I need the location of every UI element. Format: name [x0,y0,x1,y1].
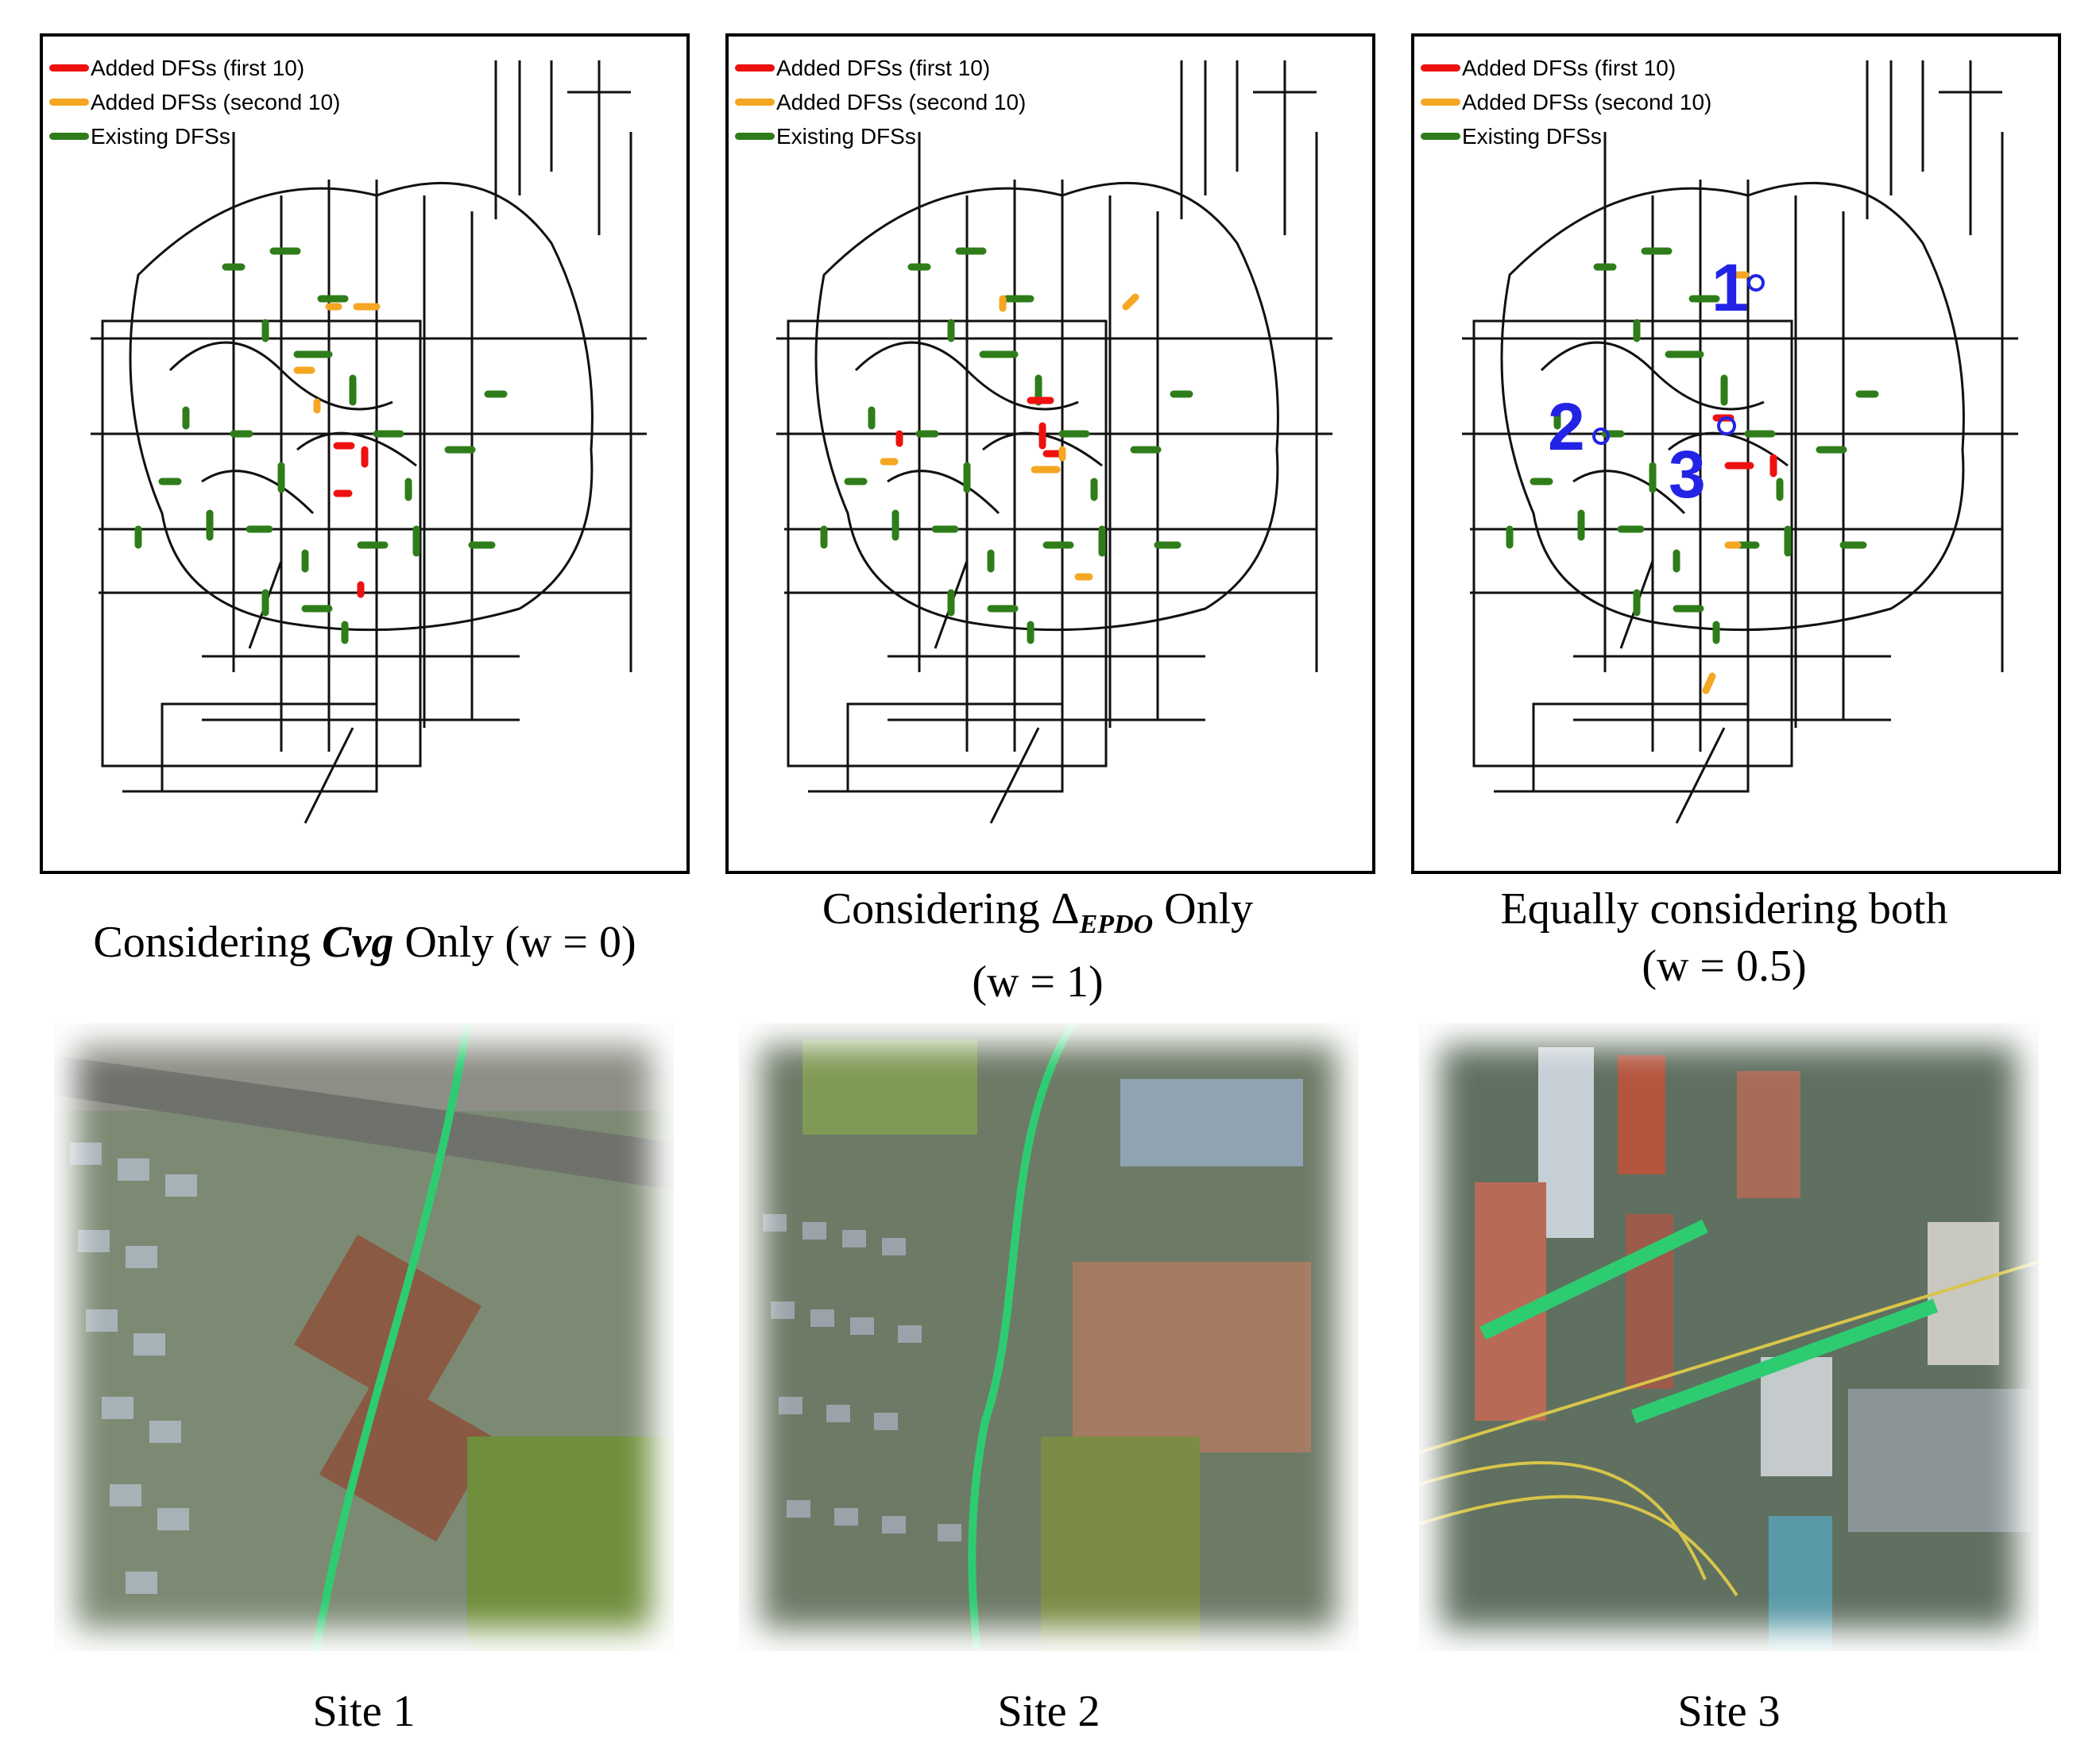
existing-dfs-segments [134,247,508,644]
legend-swatch-existing [49,133,89,140]
legend-swatch-existing [735,133,775,140]
map-legend: Added DFSs (first 10) Added DFSs (second… [735,51,1026,153]
caption-2-weight: (w = 1) [972,957,1104,1007]
map-panel-epdo-only: Added DFSs (first 10) Added DFSs (second… [725,33,1375,874]
road-network-map [91,60,647,824]
caption-2-prefix: Considering Δ [822,884,1080,934]
caption-equal-weight: Equally considering both (w = 0.5) [1367,880,2082,995]
added-dfs-second-segments [1702,271,1750,694]
caption-2-suffix: Only [1153,884,1254,934]
aerial-photo-site-2 [739,1023,1359,1651]
added-dfs-first-segments [1712,414,1777,478]
caption-3-weight: (w = 0.5) [1642,942,1807,991]
legend-label-second: Added DFSs (second 10) [91,90,341,114]
map-panel-equal-weight: 1 2 3 Added DFSs (first 10) Added DFSs (… [1411,33,2061,874]
caption-1-prefix: Considering [93,918,323,967]
legend-label-existing: Existing DFSs [776,124,916,149]
site-label-3: Site 3 [1677,1687,1781,1736]
site-markers: 1 2 3 [1548,250,1765,512]
existing-dfs-segments [1506,247,1879,644]
legend-label-existing: Existing DFSs [91,124,230,149]
legend-label-first: Added DFSs (first 10) [91,56,305,80]
legend-swatch-second [1421,99,1460,106]
legend-swatch-second [49,99,89,106]
legend-label-first: Added DFSs (first 10) [776,56,991,80]
site-label-2: Site 2 [997,1687,1100,1736]
added-dfs-second-segments [880,293,1139,581]
added-dfs-first-segments [333,442,369,598]
caption-1-math: Cvg [322,918,394,967]
map-legend: Added DFSs (first 10) Added DFSs (second… [49,51,340,153]
caption-epdo-only: Considering ΔEPDO Only (w = 1) [680,880,1395,1011]
site-marker-2: 2 [1548,389,1585,464]
legend-swatch-first [1421,64,1460,72]
road-network [91,60,647,824]
road-network-map [776,60,1332,824]
highlighted-route [1479,1219,1708,1340]
legend-label-first: Added DFSs (first 10) [1462,56,1677,80]
map-panel-cvg-only: Added DFSs (first 10) Added DFSs (second… [40,33,690,874]
caption-2-subscript: EPDO [1079,910,1154,939]
legend-swatch-existing [1421,133,1460,140]
highlighted-route [312,1023,471,1651]
added-dfs-second-segments [293,303,381,414]
site-label-1: Site 1 [312,1687,416,1736]
caption-3-line1: Equally considering both [1500,884,1948,934]
legend-swatch-second [735,99,775,106]
aerial-photo-site-3 [1419,1023,2039,1651]
site-marker-1: 1 [1711,250,1749,325]
road-network-map: 1 2 3 [1462,60,2018,824]
added-dfs-first-segments [895,396,1065,458]
caption-cvg-only: Considering Cvg Only (w = 0) [7,914,722,971]
existing-dfs-segments [820,247,1193,644]
caption-1-suffix: Only (w = 0) [393,918,636,967]
legend-swatch-first [735,64,775,72]
map-legend: Added DFSs (first 10) Added DFSs (second… [1421,51,1711,153]
legend-label-existing: Existing DFSs [1462,124,1602,149]
legend-swatch-first [49,64,89,72]
road-network [776,60,1332,824]
legend-label-second: Added DFSs (second 10) [776,90,1027,114]
aerial-photo-site-1 [54,1023,674,1651]
highlighted-route [968,1023,1077,1651]
highlighted-route [1630,1298,1939,1424]
legend-label-second: Added DFSs (second 10) [1462,90,1712,114]
site-marker-3: 3 [1669,437,1706,512]
road-network [1462,60,2018,824]
